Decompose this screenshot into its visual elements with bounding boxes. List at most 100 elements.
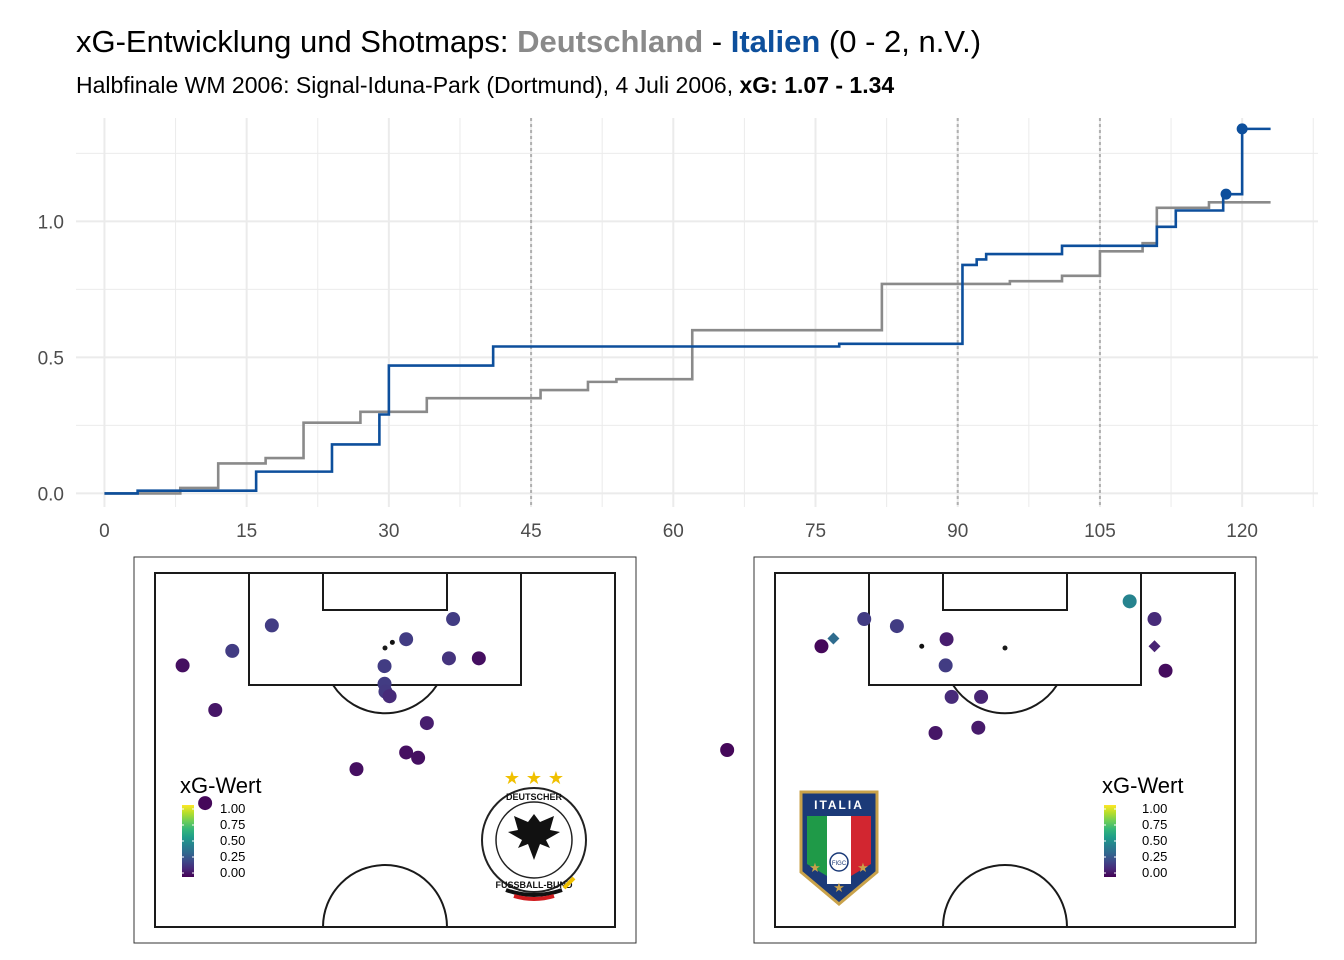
legend-tick-label: 1.00 [1142,801,1167,816]
shot-point [471,651,486,666]
centre-circle [322,864,448,928]
legend-tick-label: 0.50 [1142,833,1167,848]
shot-point [971,720,986,735]
shot-point [1147,612,1162,627]
title-team-a: Deutschland [517,24,704,59]
shot-point [889,619,904,634]
shot-point [1158,663,1173,678]
goal-area [942,572,1068,611]
shot-point [974,689,989,704]
legend-tick-label: 0.00 [1142,865,1167,880]
legend-tick-label: 0.75 [1142,817,1167,832]
shot-point [720,743,735,757]
italia-text: ITALIA [814,798,864,812]
title-separator: - [703,24,731,59]
centre-circle [942,864,1068,928]
x-tick-label: 90 [947,521,968,542]
shot-point [857,612,872,627]
x-tick-label: 0 [99,521,110,542]
figc-logo: ITALIA FIGC ★ ★ ★ [799,790,879,906]
legend-tick-label: 1.00 [220,801,245,816]
x-tick-label: 75 [805,521,826,542]
legend-title: xG-Wert [1102,773,1183,798]
goal-marker [1236,123,1248,135]
penalty-spot [1002,645,1008,651]
shot-point [441,651,456,666]
figc-text: FIGC [832,861,847,867]
legend-tick-label: 0.75 [220,817,245,832]
stripe-red [851,816,871,876]
penalty-arc [952,684,1058,715]
dfb-text-bottom: FUSSBALL-BUND [496,880,573,890]
star-icon: ★ [833,880,845,895]
y-tick-label: 0.0 [38,484,64,505]
x-tick-label: 60 [663,521,684,542]
shot-point [389,639,395,645]
star-icon: ★ [548,768,564,788]
title-result: (0 - 2, n.V.) [820,24,982,59]
xg-line-deutschland [104,201,1271,495]
x-tick-label: 120 [1226,521,1258,542]
goal-area [322,572,448,611]
dfb-text-top: DEUTSCHER [506,792,563,802]
x-tick-label: 30 [378,521,399,542]
shot-point [411,750,426,765]
shot-point [446,612,461,627]
title-prefix: xG-Entwicklung und Shotmaps: [76,24,518,59]
star-icon: ★ [809,860,821,875]
shot-point [175,658,190,673]
legend-colorbar [182,805,194,877]
penalty-spot [382,645,388,651]
shot-point [399,632,414,647]
x-tick-label: 105 [1084,521,1116,542]
dfb-band-red [513,894,555,901]
shot-point [382,689,397,704]
xg-line-italien [104,127,1271,495]
legend-tick-label: 0.50 [220,833,245,848]
shot-point [349,762,364,777]
shot-point [399,745,414,760]
eagle-icon [508,814,560,860]
x-tick-label: 15 [236,521,257,542]
shot-point [225,643,240,658]
shotmap-italien: xG-Wert 1.000.750.500.250.00 ITALIA FIGC ★ ★ ★ [720,556,1257,944]
legend-title: xG-Wert [180,773,261,798]
legend-tick-label: 0.25 [220,849,245,864]
shot-point [208,702,223,717]
title-team-b: Italien [730,24,821,59]
dfb-band-gold [562,876,576,890]
x-tick-label: 45 [521,521,542,542]
figc-badge [829,852,849,872]
shot-point [264,618,279,633]
shot-point [1122,594,1137,609]
subtitle-xg: xG: 1.07 - 1.34 [739,72,895,98]
penalty-arc [332,684,438,715]
shotmap-deutschland: xG-Wert 1.000.750.500.250.00 ★ ★ ★ DEUTSCHER F… [133,556,637,944]
legend-colorbar [1104,805,1116,877]
stripe-white [827,816,851,884]
shot-point [939,632,954,647]
shot-point [419,716,434,731]
y-tick-label: 1.0 [38,212,64,233]
shot-point [938,658,953,673]
goal-marker [1220,188,1232,200]
chart-subtitle: Halbfinale WM 2006: Signal-Iduna-Park (D… [76,72,894,99]
star-icon: ★ [526,768,542,788]
star-icon: ★ [504,768,520,788]
legend-tick-label: 0.00 [220,865,245,880]
shot-point [827,632,840,645]
dfb-band-black [505,888,563,897]
shot-point [1148,640,1161,653]
y-tick-label: 0.5 [38,348,64,369]
shot-point [928,726,943,741]
legend-tick-label: 0.25 [1142,849,1167,864]
star-icon: ★ [857,860,869,875]
shot-point [919,643,925,649]
stripe-green [807,816,827,876]
chart-title: xG-Entwicklung und Shotmaps: Deutschland… [76,24,981,60]
line-chart-grid [76,118,1318,507]
subtitle-text: Halbfinale WM 2006: Signal-Iduna-Park (D… [76,72,740,98]
shot-point [198,796,213,811]
dfb-logo: ★ ★ ★ DEUTSCHER FUSSBALL-BUND [481,768,587,901]
